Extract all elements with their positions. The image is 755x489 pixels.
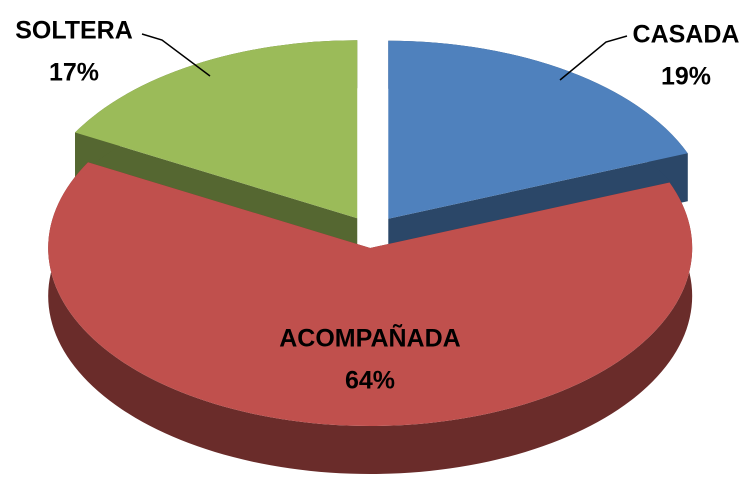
slice-value-label: 17% — [49, 59, 99, 87]
leader-line — [141, 33, 211, 77]
slice — [48, 162, 693, 426]
leader-line — [559, 35, 628, 81]
slice-value-label: 19% — [661, 63, 711, 91]
slice-label: ACOMPAÑADA — [279, 323, 460, 353]
slice — [48, 162, 693, 474]
pie — [48, 40, 693, 474]
slice-value-label: 64% — [345, 367, 395, 395]
slice-label: CASADA — [633, 21, 740, 49]
slice-label: SOLTERA — [15, 17, 133, 45]
slice — [75, 40, 358, 219]
slice — [388, 40, 688, 219]
